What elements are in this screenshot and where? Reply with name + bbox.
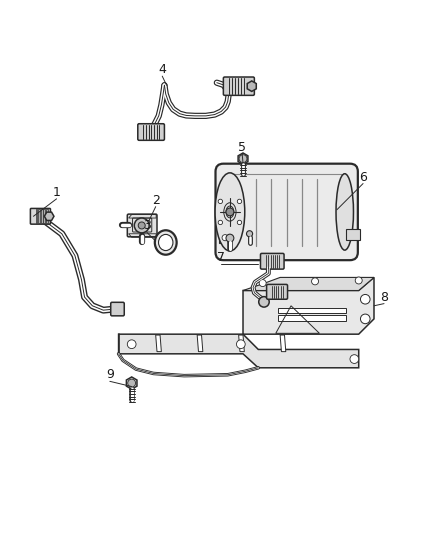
Text: 6: 6 bbox=[359, 171, 367, 183]
Text: 5: 5 bbox=[238, 141, 246, 154]
FancyBboxPatch shape bbox=[223, 77, 254, 95]
Circle shape bbox=[259, 280, 266, 287]
Circle shape bbox=[226, 234, 234, 242]
Ellipse shape bbox=[159, 235, 173, 251]
Polygon shape bbox=[35, 209, 37, 223]
Circle shape bbox=[355, 277, 362, 284]
Circle shape bbox=[237, 340, 245, 349]
FancyBboxPatch shape bbox=[215, 164, 358, 260]
Text: 8: 8 bbox=[380, 290, 388, 304]
FancyBboxPatch shape bbox=[127, 214, 157, 237]
Polygon shape bbox=[239, 335, 244, 352]
Circle shape bbox=[127, 340, 136, 349]
Circle shape bbox=[222, 235, 228, 241]
Polygon shape bbox=[238, 153, 248, 164]
Polygon shape bbox=[243, 277, 374, 334]
Circle shape bbox=[311, 278, 318, 285]
Polygon shape bbox=[278, 308, 346, 313]
Circle shape bbox=[247, 231, 253, 237]
Circle shape bbox=[138, 222, 145, 229]
Circle shape bbox=[350, 354, 359, 364]
Polygon shape bbox=[280, 335, 286, 352]
FancyBboxPatch shape bbox=[30, 208, 50, 224]
Circle shape bbox=[218, 220, 223, 224]
Circle shape bbox=[360, 314, 370, 324]
Ellipse shape bbox=[155, 230, 177, 255]
Ellipse shape bbox=[215, 173, 245, 251]
Circle shape bbox=[226, 208, 234, 216]
FancyBboxPatch shape bbox=[267, 285, 288, 299]
Polygon shape bbox=[278, 316, 346, 321]
Text: 4: 4 bbox=[158, 63, 166, 76]
Circle shape bbox=[218, 199, 223, 204]
Polygon shape bbox=[219, 231, 231, 244]
Polygon shape bbox=[43, 209, 45, 223]
Text: 3: 3 bbox=[143, 220, 151, 232]
Polygon shape bbox=[41, 209, 42, 223]
Circle shape bbox=[237, 199, 242, 204]
Polygon shape bbox=[44, 212, 54, 221]
Text: 1: 1 bbox=[53, 186, 60, 199]
Polygon shape bbox=[247, 81, 256, 92]
FancyBboxPatch shape bbox=[261, 253, 284, 269]
FancyBboxPatch shape bbox=[111, 302, 124, 316]
Circle shape bbox=[360, 294, 370, 304]
Polygon shape bbox=[127, 377, 137, 389]
Polygon shape bbox=[119, 334, 359, 368]
Polygon shape bbox=[38, 209, 40, 223]
Circle shape bbox=[237, 220, 242, 224]
Circle shape bbox=[128, 379, 136, 387]
Polygon shape bbox=[197, 335, 203, 352]
Polygon shape bbox=[346, 229, 360, 240]
Circle shape bbox=[134, 218, 149, 233]
Polygon shape bbox=[46, 209, 48, 223]
Text: 2: 2 bbox=[152, 193, 159, 207]
FancyBboxPatch shape bbox=[138, 124, 164, 140]
Text: 9: 9 bbox=[106, 368, 114, 381]
Circle shape bbox=[239, 155, 247, 163]
Polygon shape bbox=[155, 335, 161, 352]
Text: 7: 7 bbox=[217, 252, 225, 264]
Ellipse shape bbox=[336, 174, 353, 250]
Polygon shape bbox=[243, 277, 374, 290]
Circle shape bbox=[259, 297, 269, 307]
